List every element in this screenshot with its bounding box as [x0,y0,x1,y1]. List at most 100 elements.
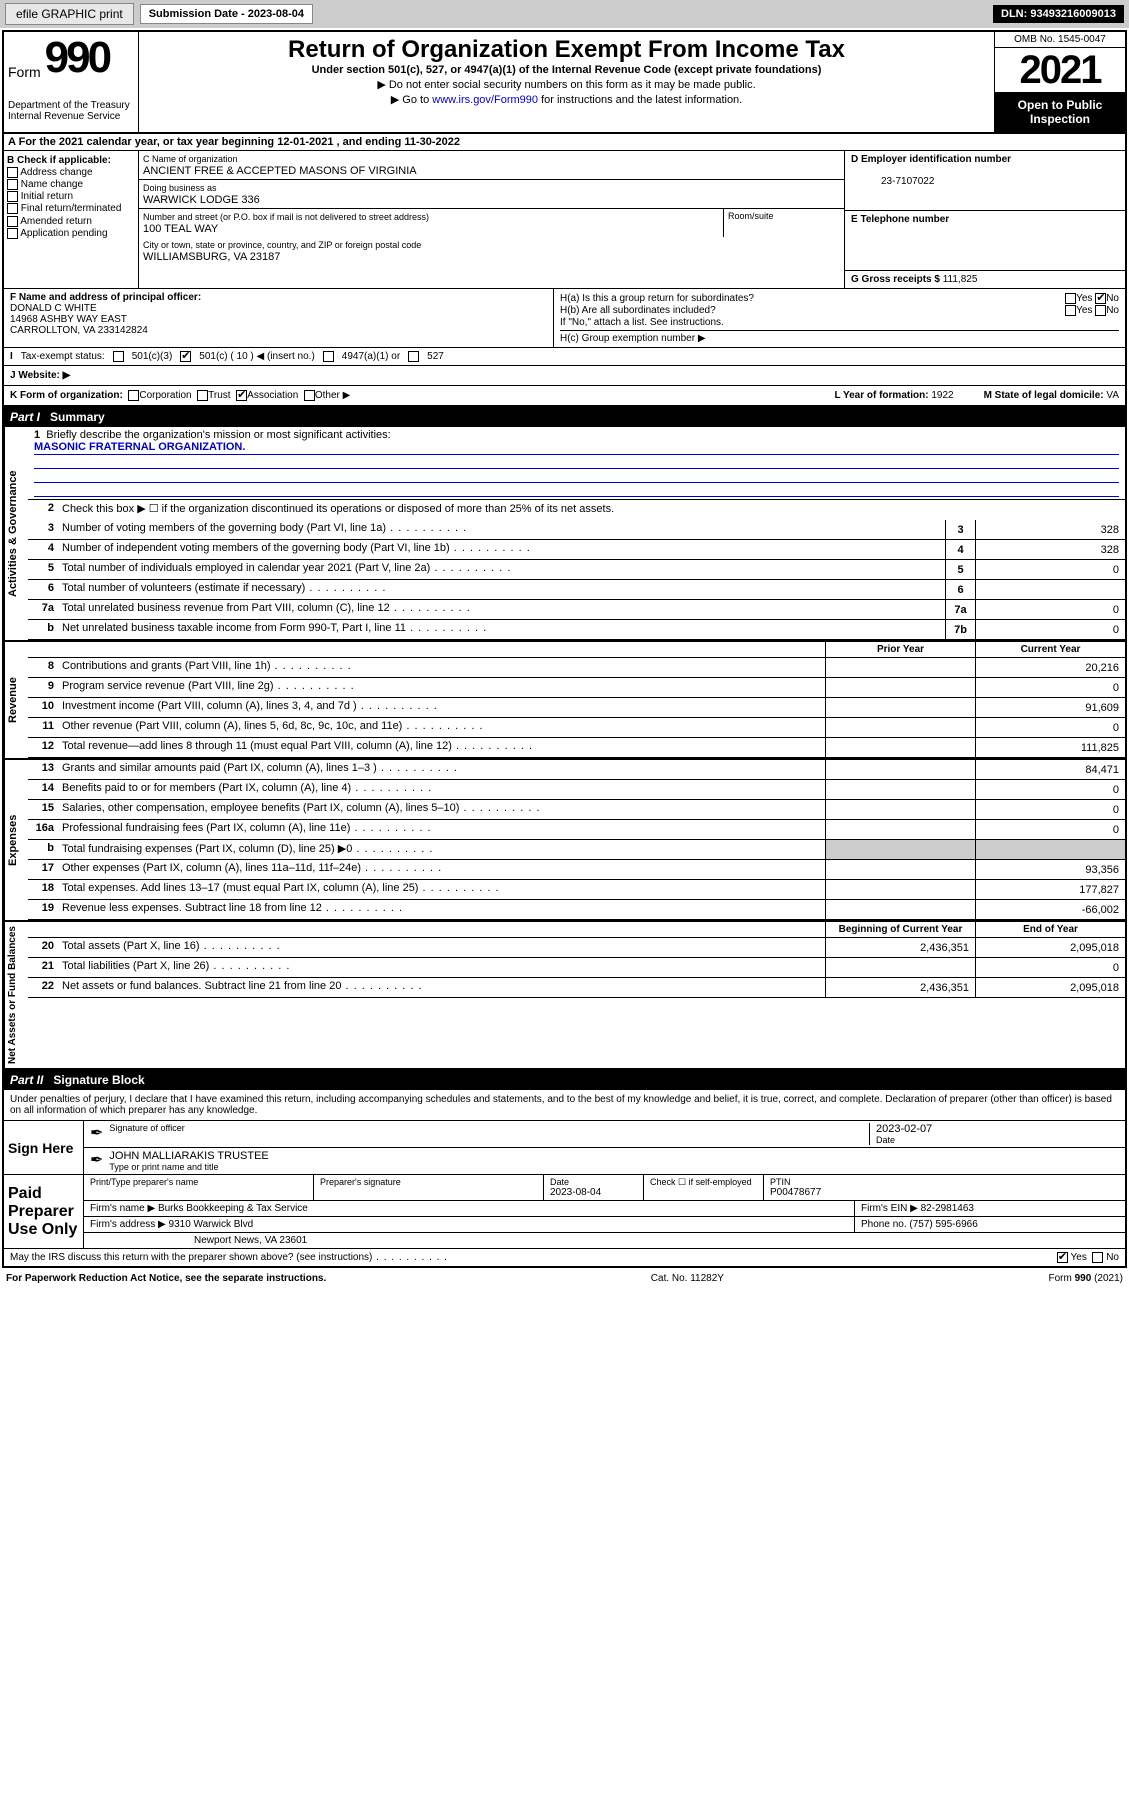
cb-other[interactable] [304,390,315,401]
sig-date: 2023-02-07 [876,1123,932,1135]
arrow-icon: ✒ [90,1123,103,1145]
gross-receipts: 111,825 [943,274,978,285]
summary-line: 12Total revenue—add lines 8 through 11 (… [28,738,1125,758]
toolbar: efile GRAPHIC print Submission Date - 20… [0,0,1129,28]
mission-text: MASONIC FRATERNAL ORGANIZATION. [34,441,1119,455]
submission-date: Submission Date - 2023-08-04 [140,4,313,24]
end-year-hdr: End of Year [975,922,1125,937]
officer-info: F Name and address of principal officer:… [4,289,554,347]
summary-line: 15Salaries, other compensation, employee… [28,800,1125,820]
form-number: 990 [45,36,109,80]
year-formation: 1922 [931,390,953,401]
cb-pending[interactable] [7,228,18,239]
footer: For Paperwork Reduction Act Notice, see … [0,1270,1129,1287]
prep-date: 2023-08-04 [550,1187,601,1198]
summary-line: 21Total liabilities (Part X, line 26)0 [28,958,1125,978]
summary-line: 3Number of voting members of the governi… [28,520,1125,540]
self-employed-check[interactable]: Check ☐ if self-employed [650,1177,757,1188]
room-suite: Room/suite [724,209,844,237]
cb-final-return[interactable] [7,203,18,214]
cb-ha-yes[interactable] [1065,293,1076,304]
summary-line: 13Grants and similar amounts paid (Part … [28,760,1125,780]
gov-label: Activities & Governance [4,427,28,640]
form-subtitle: Under section 501(c), 527, or 4947(a)(1)… [147,64,986,76]
summary-line: 7aTotal unrelated business revenue from … [28,600,1125,620]
street-addr: 100 TEAL WAY [143,223,218,235]
efile-print-button[interactable]: efile GRAPHIC print [5,3,134,25]
tax-year-row: A For the 2021 calendar year, or tax yea… [4,134,1125,151]
cb-address-change[interactable] [7,167,18,178]
ein: 23-7107022 [851,176,934,187]
tax-exempt-row: ITax-exempt status: 501(c)(3) 501(c) ( 1… [4,348,1125,366]
summary-line: 11Other revenue (Part VIII, column (A), … [28,718,1125,738]
instructions-note: ▶ Go to www.irs.gov/Form990 for instruct… [147,93,986,106]
irs-discuss-row: May the IRS discuss this return with the… [4,1249,1125,1266]
sign-here-label: Sign Here [4,1121,84,1174]
omb-number: OMB No. 1545-0047 [995,32,1125,48]
org-name: ANCIENT FREE & ACCEPTED MASONS OF VIRGIN… [143,165,417,177]
rev-label: Revenue [4,642,28,758]
checkbox-column: B Check if applicable: Address change Na… [4,151,139,288]
form-header: Form990 Department of the Treasury Inter… [4,32,1125,134]
firm-phone: (757) 595-6966 [909,1219,977,1230]
cb-hb-no[interactable] [1095,305,1106,316]
ssn-note: ▶ Do not enter social security numbers o… [147,78,986,91]
form-org-row: K Form of organization: Corporation Trus… [4,386,1125,407]
firm-name: Burks Bookkeeping & Tax Service [158,1203,308,1214]
firm-addr2: Newport News, VA 23601 [84,1233,1125,1248]
curr-year-hdr: Current Year [975,642,1125,657]
cb-assoc[interactable] [236,390,247,401]
cb-501c3[interactable] [113,351,124,362]
summary-line: 14Benefits paid to or for members (Part … [28,780,1125,800]
telephone-label: E Telephone number [851,214,949,225]
exp-label: Expenses [4,760,28,920]
cb-4947[interactable] [323,351,334,362]
cb-discuss-no[interactable] [1092,1252,1103,1263]
form-title: Return of Organization Exempt From Incom… [147,36,986,64]
ptin: P00478677 [770,1187,821,1198]
cb-ha-no[interactable] [1095,293,1106,304]
cb-trust[interactable] [197,390,208,401]
summary-line: 22Net assets or fund balances. Subtract … [28,978,1125,998]
beg-year-hdr: Beginning of Current Year [825,922,975,937]
state-domicile: VA [1106,390,1119,401]
summary-line: 18Total expenses. Add lines 13–17 (must … [28,880,1125,900]
cb-hb-yes[interactable] [1065,305,1076,316]
form-990: Form990 Department of the Treasury Inter… [2,30,1127,1268]
summary-line: 17Other expenses (Part IX, column (A), l… [28,860,1125,880]
website-row: J Website: ▶ [4,366,1125,386]
dba: WARWICK LODGE 336 [143,194,260,206]
summary-line: 10Investment income (Part VIII, column (… [28,698,1125,718]
summary-line: 5Total number of individuals employed in… [28,560,1125,580]
cb-discuss-yes[interactable] [1057,1252,1068,1263]
irs-link[interactable]: www.irs.gov/Form990 [432,94,538,106]
cb-527[interactable] [408,351,419,362]
org-info-column: C Name of organizationANCIENT FREE & ACC… [139,151,845,288]
cb-initial-return[interactable] [7,191,18,202]
summary-line: bNet unrelated business taxable income f… [28,620,1125,640]
ein-column: D Employer identification number23-71070… [845,151,1125,288]
summary-line: 20Total assets (Part X, line 16)2,436,35… [28,938,1125,958]
dln: DLN: 93493216009013 [993,5,1124,23]
summary-line: 4Number of independent voting members of… [28,540,1125,560]
summary-line: 9Program service revenue (Part VIII, lin… [28,678,1125,698]
cb-amended[interactable] [7,216,18,227]
summary-line: 16aProfessional fundraising fees (Part I… [28,820,1125,840]
summary-line: bTotal fundraising expenses (Part IX, co… [28,840,1125,860]
cb-corp[interactable] [128,390,139,401]
prior-year-hdr: Prior Year [825,642,975,657]
paid-preparer-label: Paid Preparer Use Only [4,1175,84,1248]
part1-header: Part ISummary [4,407,1125,427]
cat-no: Cat. No. 11282Y [651,1273,724,1284]
part2-header: Part IISignature Block [4,1070,1125,1090]
officer-name: JOHN MALLIARAKIS TRUSTEE [109,1150,268,1162]
cb-name-change[interactable] [7,179,18,190]
open-inspection: Open to Public Inspection [995,92,1125,132]
summary-line: 8Contributions and grants (Part VIII, li… [28,658,1125,678]
cb-501c[interactable] [180,351,191,362]
net-label: Net Assets or Fund Balances [4,922,28,1068]
form-ref: Form 990 (2021) [1049,1273,1123,1284]
mission-section: 1 Briefly describe the organization's mi… [28,427,1125,500]
summary-line: 19Revenue less expenses. Subtract line 1… [28,900,1125,920]
firm-ein: 82-2981463 [921,1203,974,1214]
